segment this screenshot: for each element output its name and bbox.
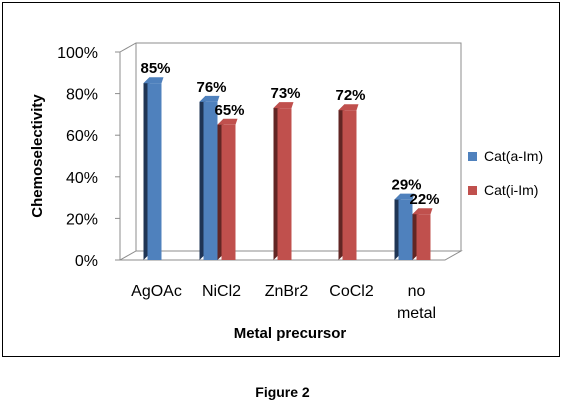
bar-top bbox=[143, 77, 164, 84]
x-tick-label: NiCl2 bbox=[202, 283, 241, 300]
legend-swatch bbox=[468, 186, 477, 195]
data-label: 72% bbox=[335, 87, 365, 104]
legend-label: Cat(i-Im) bbox=[484, 182, 538, 198]
legend-label: Cat(a-Im) bbox=[484, 148, 543, 164]
bar-top bbox=[199, 95, 220, 102]
legend-swatch bbox=[468, 152, 477, 161]
y-axis-label: Chemoselectivity bbox=[29, 94, 46, 218]
y-tick-label: 0% bbox=[75, 253, 98, 270]
data-label: 29% bbox=[391, 177, 421, 194]
data-label: 85% bbox=[140, 60, 170, 77]
figure-caption: Figure 2 bbox=[255, 384, 310, 400]
data-label: 22% bbox=[409, 191, 439, 208]
bar-top bbox=[394, 193, 415, 200]
bar-top bbox=[412, 208, 433, 215]
data-label: 65% bbox=[214, 102, 244, 119]
data-label: 73% bbox=[270, 85, 300, 102]
bar bbox=[221, 124, 236, 260]
x-axis-label: Metal precursor bbox=[234, 325, 347, 342]
x-tick-label: AgOAc bbox=[131, 283, 182, 300]
bar-top bbox=[217, 118, 238, 125]
data-label: 76% bbox=[196, 79, 226, 96]
bar bbox=[203, 101, 218, 260]
bar bbox=[398, 199, 413, 260]
y-tick-label: 100% bbox=[57, 45, 98, 62]
bar bbox=[277, 108, 292, 260]
x-tick-label: ZnBr2 bbox=[265, 283, 309, 300]
y-tick-label: 40% bbox=[66, 170, 98, 187]
bar bbox=[147, 83, 162, 260]
bar bbox=[416, 214, 431, 260]
x-tick-label: metal bbox=[397, 305, 436, 322]
bar-top bbox=[273, 102, 294, 109]
bar bbox=[342, 110, 357, 261]
plot-back-wall bbox=[119, 42, 462, 251]
y-tick-label: 20% bbox=[66, 211, 98, 228]
y-tick-label: 80% bbox=[66, 87, 98, 104]
x-tick-label: CoCl2 bbox=[329, 283, 374, 300]
bar-top bbox=[338, 104, 359, 111]
y-tick-label: 60% bbox=[66, 128, 98, 145]
x-tick-label: no bbox=[408, 283, 426, 300]
